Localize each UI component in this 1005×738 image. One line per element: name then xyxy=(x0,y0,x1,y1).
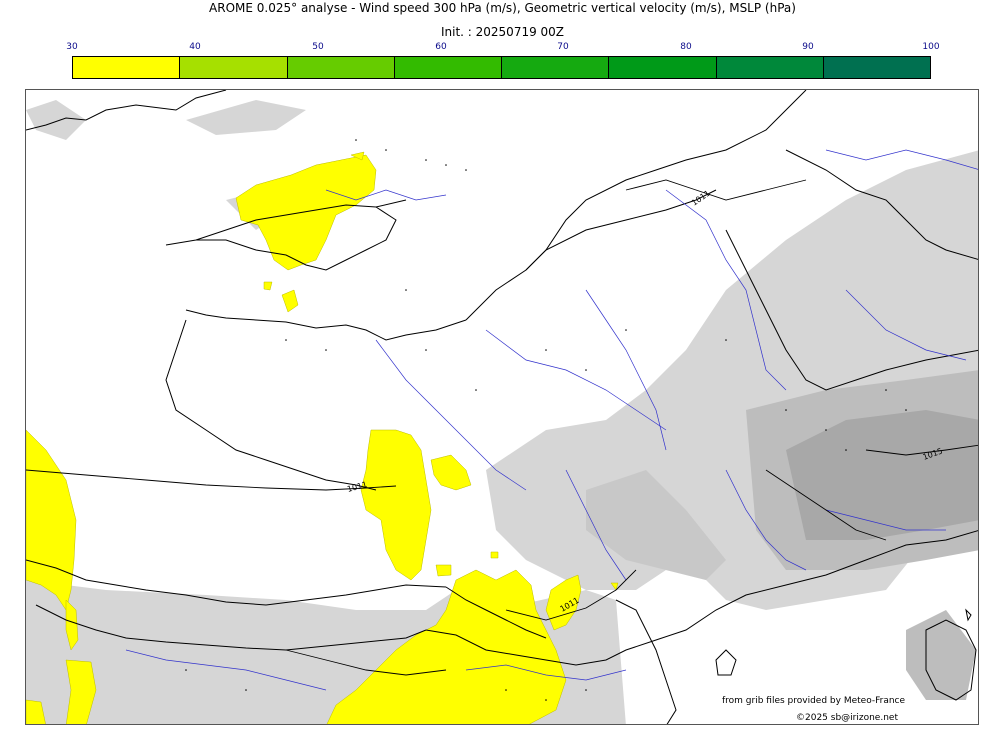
isobars xyxy=(26,179,978,676)
map-canvas: 1011 1011 1011 1015 xyxy=(26,90,978,724)
colorbar-tick: 40 xyxy=(189,42,201,52)
colorbar-segment xyxy=(287,57,395,78)
init-time: Init. : 20250719 00Z xyxy=(440,25,565,39)
jet-stream-areas xyxy=(26,151,619,724)
weather-map[interactable]: 1011 1011 1011 1015 xyxy=(25,89,979,725)
colorbar-tick: 100 xyxy=(922,42,940,52)
colorbar-tick: 70 xyxy=(557,42,569,52)
vertical-velocity-dots xyxy=(185,139,907,701)
colorbar-tick: 30 xyxy=(66,42,78,52)
coastlines xyxy=(26,90,978,724)
vertical-velocity-areas xyxy=(26,100,978,724)
colorbar-tick: 80 xyxy=(680,42,692,52)
colorbar-tick: 50 xyxy=(312,42,324,52)
colorbar xyxy=(72,56,931,79)
chart-title: AROME 0.025° analyse - Wind speed 300 hP… xyxy=(209,1,796,15)
colorbar-segment xyxy=(609,57,717,78)
isobar-label: 1011 xyxy=(690,189,712,208)
data-source-credit: from grib files provided by Meteo-France xyxy=(722,696,906,706)
colorbar-segment xyxy=(823,57,930,78)
colorbar-segment xyxy=(502,57,610,78)
copyright: ©2025 sb@irizone.net xyxy=(796,713,898,723)
colorbar-segment xyxy=(180,57,288,78)
colorbar-tick: 90 xyxy=(802,42,814,52)
colorbar-segment xyxy=(73,57,181,78)
colorbar-tick: 60 xyxy=(435,42,447,52)
rivers xyxy=(125,149,978,691)
colorbar-segment xyxy=(394,57,502,78)
colorbar-segment xyxy=(716,57,824,78)
